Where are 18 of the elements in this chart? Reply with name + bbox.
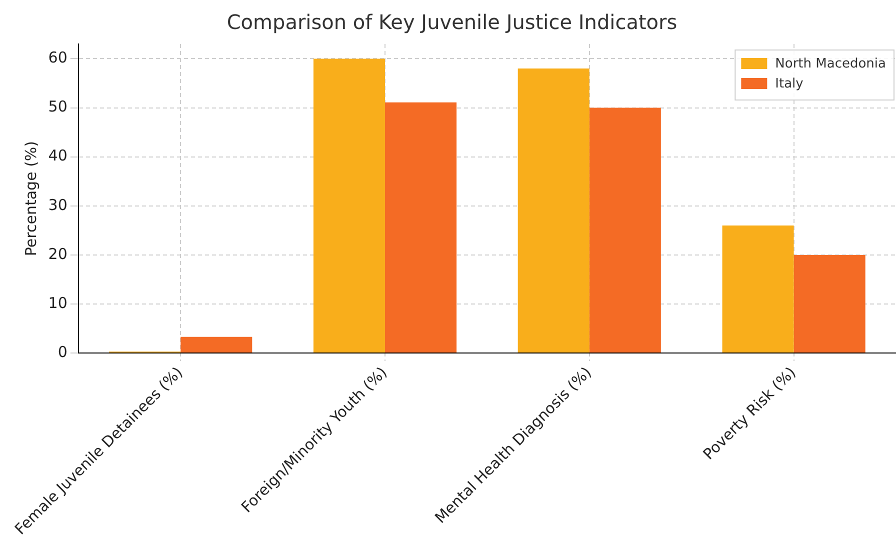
bar	[385, 102, 457, 353]
y-tick-label: 0	[58, 342, 68, 361]
y-axis-title: Percentage (%)	[22, 140, 40, 256]
bar	[313, 58, 385, 353]
y-tick-label: 30	[48, 196, 68, 214]
bar	[180, 336, 252, 353]
y-tick-label: 20	[48, 244, 68, 263]
y-tick-label: 40	[48, 146, 68, 165]
bar	[722, 226, 794, 353]
y-tick-label: 50	[48, 98, 68, 116]
y-tick-label: 60	[48, 48, 68, 67]
bar	[589, 108, 661, 353]
y-tick-label: 10	[48, 294, 68, 312]
legend-label: Italy	[775, 76, 804, 92]
bar	[518, 68, 590, 353]
chart-title: Comparison of Key Juvenile Justice Indicators	[226, 10, 678, 34]
legend-label: North Macedonia	[775, 56, 886, 72]
bar	[794, 254, 866, 353]
